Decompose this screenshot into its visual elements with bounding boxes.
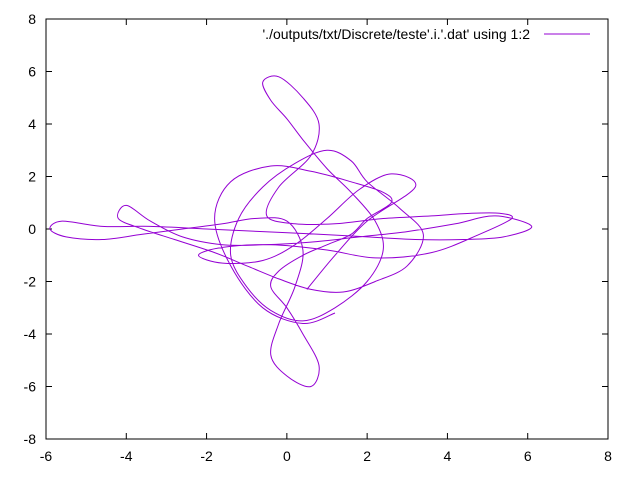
- series-layer: [49, 75, 533, 388]
- legend: './outputs/txt/Discrete/teste'.i.'.dat' …: [263, 26, 590, 42]
- y-tick-label: -6: [24, 379, 37, 395]
- x-tick-label: 0: [283, 448, 291, 464]
- plot-frame: [45, 18, 609, 440]
- x-tick-label: -4: [120, 448, 133, 464]
- y-tick-label: -4: [24, 326, 37, 342]
- y-tick-label: 0: [28, 221, 36, 237]
- y-tick-label: 4: [28, 116, 36, 132]
- x-tick-label: -6: [40, 448, 53, 464]
- x-tick-label: 8: [604, 448, 612, 464]
- x-tick-label: 6: [524, 448, 532, 464]
- y-tick-label: 8: [28, 11, 36, 27]
- y-tick-label: 2: [28, 169, 36, 185]
- y-tick-label: 6: [28, 64, 36, 80]
- y-tick-label: -8: [24, 431, 37, 447]
- x-tick-label: 2: [363, 448, 371, 464]
- x-tick-label: 4: [444, 448, 452, 464]
- legend-label: './outputs/txt/Discrete/teste'.i.'.dat' …: [263, 26, 531, 42]
- series-line: [49, 75, 533, 388]
- y-tick-label: -2: [24, 274, 37, 290]
- x-tick-label: -2: [200, 448, 213, 464]
